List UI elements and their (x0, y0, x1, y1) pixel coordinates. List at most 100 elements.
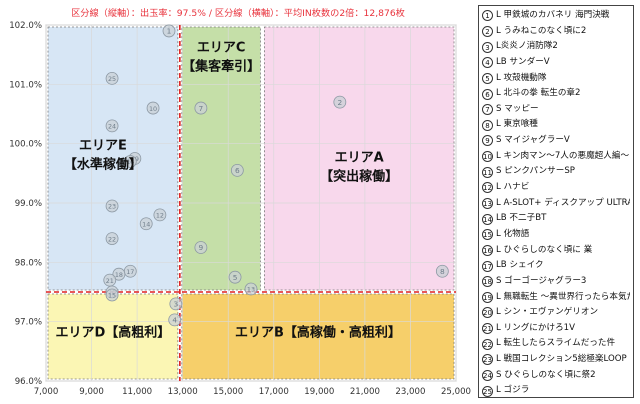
x-tick-label: 15,000 (213, 387, 243, 397)
legend-item: 12 L ハナビ (482, 180, 630, 196)
legend-item: 25 L ゴジラ (482, 383, 630, 399)
legend-label: L リングにかけろ1V (496, 322, 576, 333)
legend-number: 23 (482, 354, 493, 366)
data-point-25: 25 (105, 72, 119, 85)
y-tick-label: 100.0% (9, 140, 42, 150)
region-sublabel: 【突出稼働】 (320, 168, 398, 184)
legend-label: L ゴジラ (496, 385, 530, 396)
data-point-17: 17 (123, 264, 137, 278)
point-label: 4 (172, 316, 177, 325)
y-tick-label: 98.0% (15, 258, 42, 268)
region-label: エリアD【高粗利】 (56, 325, 171, 341)
point-label: 1 (167, 27, 172, 36)
data-point-22: 22 (105, 232, 119, 246)
x-tick-label: 17,000 (259, 387, 289, 397)
x-tick-label: 7,000 (34, 387, 59, 397)
legend-item: 24 S ひぐらしのなく頃に祭2 (482, 368, 630, 384)
y-tick-label: 96.0% (15, 377, 42, 387)
region-3 (47, 293, 179, 380)
legend-number: 14 (482, 213, 493, 225)
legend-number: 18 (482, 276, 493, 288)
legend-item: 11 S ピンクパンサーSP (482, 164, 630, 180)
legend-label: L 転生したらスライムだった件 (496, 338, 616, 349)
data-point-14: 14 (139, 217, 153, 231)
legend-item: 23 L 戦国コレクション5総極楽LOOP (482, 352, 630, 368)
legend-item: 4 LB サンダーV (482, 55, 630, 71)
x-tick-label: 11,000 (122, 387, 152, 397)
point-label: 10 (149, 105, 157, 113)
legend-number: 22 (482, 338, 493, 350)
legend-label: L 攻殻機動隊 (496, 72, 547, 83)
legend-label: L ハナビ (496, 182, 530, 193)
x-tick-label: 9,000 (79, 387, 104, 397)
legend-item: 16 L ひぐらしのなく頃に 業 (482, 243, 630, 259)
legend-number: 1 (482, 10, 493, 22)
data-point-1: 1 (162, 24, 176, 38)
legend-label: S ピンクパンサーSP (496, 166, 575, 177)
point-marker (105, 232, 119, 246)
data-point-24: 24 (105, 119, 119, 133)
y-tick-label: 97.0% (15, 318, 42, 328)
point-marker (139, 217, 153, 231)
legend-number: 13 (482, 198, 493, 209)
data-point-8: 8 (435, 264, 449, 278)
legend-label: L 無職転生 ～異世界行ったら本気だす～ (496, 291, 630, 302)
data-point-10: 10 (146, 101, 160, 115)
point-marker (123, 155, 137, 168)
legend-label: L シン・エヴァンゲリオン (496, 307, 599, 318)
point-label: 25 (108, 75, 116, 83)
data-point-23: 23 (105, 199, 119, 213)
region-label: エリアC (197, 41, 246, 56)
legend-item: 17 LB シェイク (482, 258, 630, 274)
point-label: 21 (106, 277, 114, 285)
point-marker (435, 264, 449, 278)
legend-number: 19 (482, 291, 493, 303)
point-label: 22 (108, 235, 116, 243)
point-label: 16 (126, 158, 134, 166)
legend-number: 15 (482, 229, 493, 241)
legend-number: 3 (482, 41, 493, 53)
legend-label: L 北斗の拳 転生の章2 (496, 88, 581, 99)
point-marker (162, 24, 176, 38)
point-marker (244, 282, 258, 296)
point-label: 6 (235, 166, 240, 175)
point-marker (168, 313, 182, 327)
point-label: 18 (115, 271, 123, 279)
legend-number: 21 (482, 323, 493, 335)
legend-number: 24 (482, 370, 493, 382)
point-marker (153, 208, 167, 222)
point-label: 24 (108, 123, 116, 131)
legend-number: 4 (482, 57, 493, 69)
legend-label: L 化物語 (496, 228, 530, 239)
legend-label: L ひぐらしのなく頃に 業 (496, 244, 593, 255)
legend-label: L 東京喰種 (496, 119, 538, 130)
data-point-12: 12 (153, 208, 167, 222)
legend-number: 17 (482, 260, 493, 272)
point-label: 7 (199, 104, 204, 113)
y-tick-label: 99.0% (15, 199, 42, 209)
region-label: エリアA (335, 150, 384, 165)
point-marker (105, 199, 119, 213)
legend-label: S マイジャグラーV (496, 135, 570, 146)
region-sublabel: 【集客牽引】 (182, 59, 260, 75)
data-point-16: 16 (123, 155, 137, 168)
point-label: 15 (108, 292, 116, 300)
legend-number: 6 (482, 88, 493, 100)
legend-number: 11 (482, 166, 493, 178)
data-point-15: 15 (105, 288, 119, 302)
region-1 (181, 293, 455, 380)
legend-number: 2 (482, 25, 493, 37)
legend-label: S マッピー (496, 103, 539, 114)
legend-label: L A-SLOT+ ディスクアップ ULTRAREMIX (496, 197, 630, 208)
legend-item: 20 L シン・エヴァンゲリオン (482, 305, 630, 321)
legend-item: 19L 無職転生 ～異世界行ったら本気だす～ (482, 290, 630, 306)
point-label: 5 (233, 273, 238, 282)
data-point-6: 6 (230, 163, 244, 177)
point-marker (105, 72, 119, 85)
data-point-2: 2 (333, 95, 347, 109)
point-label: 13 (247, 286, 255, 294)
